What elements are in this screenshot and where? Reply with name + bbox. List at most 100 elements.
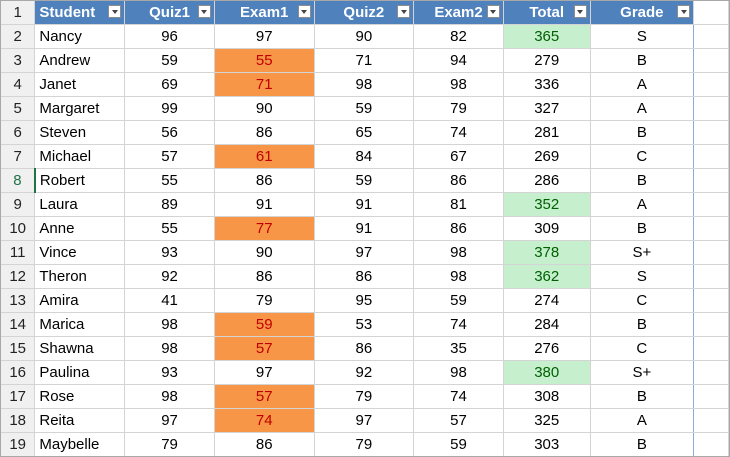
cell-exam1[interactable]: 59: [214, 312, 315, 337]
cell-exam2[interactable]: 35: [413, 336, 504, 361]
cell-exam1[interactable]: 57: [214, 384, 315, 409]
cell-total[interactable]: 362: [503, 264, 591, 289]
cell-student[interactable]: Janet: [34, 72, 126, 97]
cell-total[interactable]: 327: [503, 96, 591, 121]
cell-total[interactable]: 303: [503, 432, 591, 456]
cell-grade[interactable]: C: [590, 144, 695, 169]
empty-cell[interactable]: [693, 432, 729, 456]
empty-cell[interactable]: [693, 96, 729, 121]
cell-grade[interactable]: B: [590, 120, 695, 145]
cell-total[interactable]: 286: [503, 168, 591, 193]
cell-student[interactable]: Theron: [34, 264, 126, 289]
header-exam2[interactable]: Exam2: [413, 1, 504, 25]
cell-quiz1[interactable]: 56: [124, 120, 215, 145]
cell-grade[interactable]: A: [590, 408, 695, 433]
cell-exam2[interactable]: 98: [413, 240, 504, 265]
empty-cell[interactable]: [693, 288, 729, 313]
cell-exam2[interactable]: 74: [413, 120, 504, 145]
cell-quiz1[interactable]: 93: [124, 360, 215, 385]
cell-exam2[interactable]: 98: [413, 264, 504, 289]
cell-quiz2[interactable]: 95: [314, 288, 415, 313]
cell-quiz1[interactable]: 98: [124, 312, 215, 337]
cell-quiz2[interactable]: 71: [314, 48, 415, 73]
cell-total[interactable]: 336: [503, 72, 591, 97]
cell-exam1[interactable]: 86: [214, 168, 315, 193]
cell-grade[interactable]: B: [590, 312, 695, 337]
cell-grade[interactable]: S: [590, 24, 695, 49]
cell-quiz2[interactable]: 97: [314, 408, 415, 433]
empty-cell[interactable]: [693, 312, 729, 337]
cell-total[interactable]: 380: [503, 360, 591, 385]
cell-student[interactable]: Robert: [34, 168, 126, 193]
cell-exam2[interactable]: 98: [413, 360, 504, 385]
cell-total[interactable]: 284: [503, 312, 591, 337]
cell-quiz1[interactable]: 89: [124, 192, 215, 217]
cell-grade[interactable]: S: [590, 264, 695, 289]
row-number[interactable]: 15: [1, 336, 36, 361]
row-number[interactable]: 11: [1, 240, 36, 265]
header-total[interactable]: Total: [503, 1, 591, 25]
cell-exam1[interactable]: 86: [214, 432, 315, 456]
cell-student[interactable]: Paulina: [34, 360, 126, 385]
empty-cell[interactable]: [693, 384, 729, 409]
row-number[interactable]: 8: [1, 168, 36, 193]
filter-dropdown-icon[interactable]: [486, 5, 500, 18]
cell-grade[interactable]: S+: [590, 240, 695, 265]
empty-cell[interactable]: [693, 192, 729, 217]
cell-total[interactable]: 378: [503, 240, 591, 265]
cell-grade[interactable]: B: [590, 168, 695, 193]
empty-cell[interactable]: [693, 360, 729, 385]
filter-dropdown-icon[interactable]: [297, 5, 311, 18]
cell-quiz2[interactable]: 86: [314, 336, 415, 361]
cell-exam1[interactable]: 97: [214, 24, 315, 49]
header-student[interactable]: Student: [34, 1, 126, 25]
filter-dropdown-icon[interactable]: [108, 5, 122, 18]
cell-student[interactable]: Andrew: [34, 48, 126, 73]
empty-cell[interactable]: [693, 72, 729, 97]
filter-dropdown-icon[interactable]: [573, 5, 587, 18]
cell-quiz1[interactable]: 59: [124, 48, 215, 73]
cell-quiz2[interactable]: 79: [314, 384, 415, 409]
empty-cell[interactable]: [693, 120, 729, 145]
cell-quiz1[interactable]: 55: [124, 216, 215, 241]
cell-quiz1[interactable]: 79: [124, 432, 215, 456]
filter-dropdown-icon[interactable]: [197, 5, 211, 18]
cell-quiz2[interactable]: 59: [314, 96, 415, 121]
row-number[interactable]: 17: [1, 384, 36, 409]
cell-exam1[interactable]: 79: [214, 288, 315, 313]
cell-student[interactable]: Reita: [34, 408, 126, 433]
cell-exam2[interactable]: 79: [413, 96, 504, 121]
cell-quiz1[interactable]: 92: [124, 264, 215, 289]
cell-quiz2[interactable]: 97: [314, 240, 415, 265]
cell-exam1[interactable]: 90: [214, 240, 315, 265]
filter-dropdown-icon[interactable]: [677, 5, 691, 18]
cell-quiz1[interactable]: 97: [124, 408, 215, 433]
empty-cell[interactable]: [693, 144, 729, 169]
row-number[interactable]: 18: [1, 408, 36, 433]
cell-grade[interactable]: A: [590, 96, 695, 121]
cell-student[interactable]: Maybelle: [34, 432, 126, 456]
cell-student[interactable]: Vince: [34, 240, 126, 265]
cell-exam1[interactable]: 77: [214, 216, 315, 241]
cell-exam2[interactable]: 57: [413, 408, 504, 433]
row-number[interactable]: 5: [1, 96, 36, 121]
cell-exam2[interactable]: 86: [413, 168, 504, 193]
cell-exam1[interactable]: 86: [214, 264, 315, 289]
cell-quiz1[interactable]: 99: [124, 96, 215, 121]
cell-quiz2[interactable]: 92: [314, 360, 415, 385]
filter-dropdown-icon[interactable]: [397, 5, 411, 18]
cell-quiz1[interactable]: 57: [124, 144, 215, 169]
cell-grade[interactable]: B: [590, 216, 695, 241]
header-quiz2[interactable]: Quiz2: [314, 1, 415, 25]
cell-total[interactable]: 352: [503, 192, 591, 217]
cell-quiz2[interactable]: 65: [314, 120, 415, 145]
row-number[interactable]: 6: [1, 120, 36, 145]
cell-quiz1[interactable]: 41: [124, 288, 215, 313]
cell-quiz2[interactable]: 98: [314, 72, 415, 97]
cell-exam2[interactable]: 59: [413, 432, 504, 456]
cell-total[interactable]: 269: [503, 144, 591, 169]
cell-quiz2[interactable]: 86: [314, 264, 415, 289]
cell-quiz2[interactable]: 53: [314, 312, 415, 337]
cell-student[interactable]: Anne: [34, 216, 126, 241]
cell-exam1[interactable]: 86: [214, 120, 315, 145]
